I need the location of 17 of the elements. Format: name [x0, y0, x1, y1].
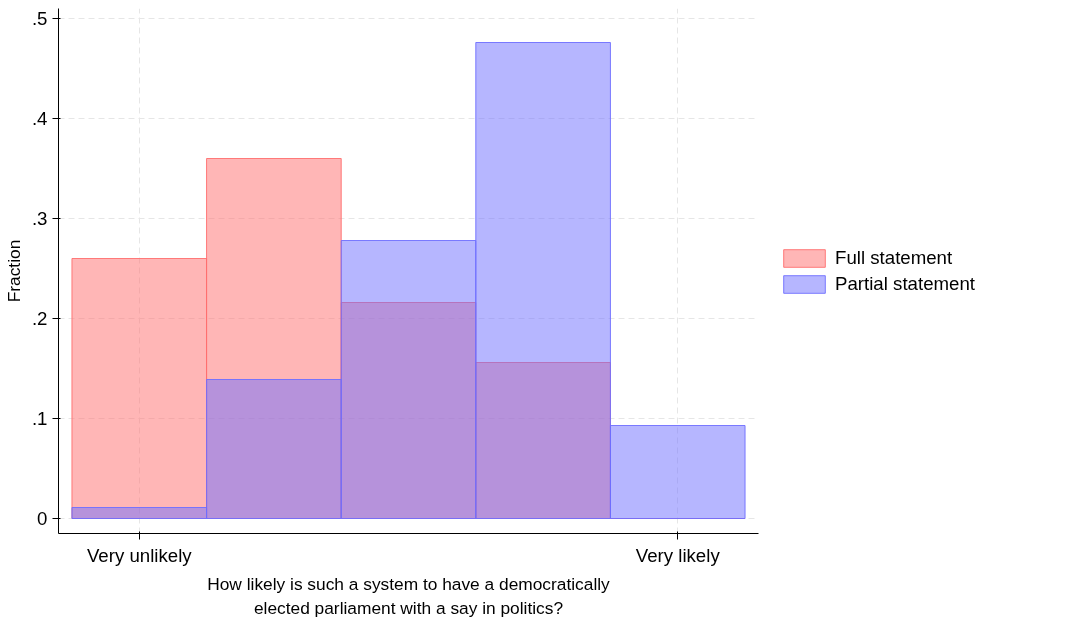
x-tick-label: Very likely	[635, 544, 721, 566]
y-tick-label: .2	[31, 308, 48, 329]
y-tick-label: .3	[31, 208, 48, 229]
y-tick-label: .4	[31, 108, 48, 129]
legend-label: Full statement	[835, 246, 953, 269]
y-tick-label: .1	[31, 408, 48, 429]
x-tick-label: Very unlikely	[86, 544, 193, 566]
bar	[206, 379, 342, 519]
bar	[609, 425, 746, 519]
y-tick-label: .5	[31, 8, 48, 29]
y-tick-label: 0	[37, 508, 48, 529]
bar	[475, 42, 611, 519]
legend-label: Partial statement	[835, 272, 975, 295]
bar	[340, 240, 477, 519]
bar	[71, 507, 208, 519]
x-axis-title: How likely is such a system to have a democratically elected parliament with a say in politics?	[207, 573, 611, 618]
y-axis-title: Fraction	[3, 239, 24, 303]
